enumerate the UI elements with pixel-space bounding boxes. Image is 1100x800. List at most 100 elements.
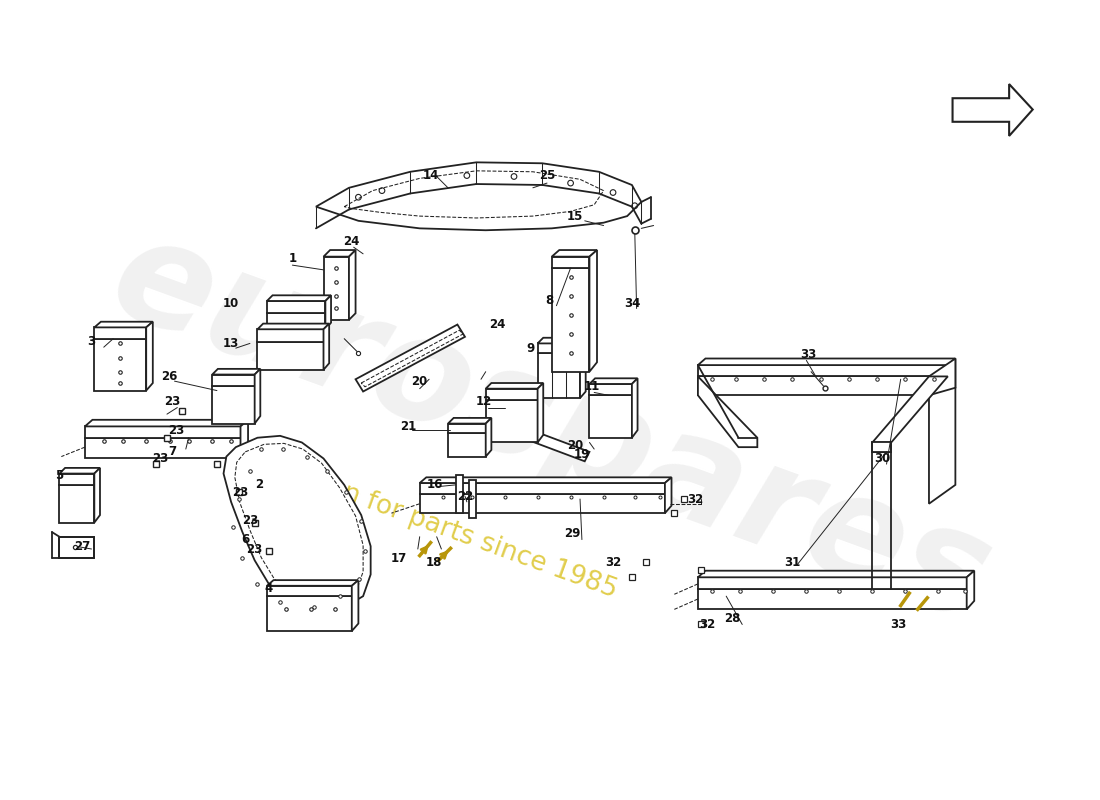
Polygon shape bbox=[257, 342, 323, 370]
Text: 34: 34 bbox=[624, 298, 640, 310]
Polygon shape bbox=[448, 423, 486, 433]
Text: 23: 23 bbox=[246, 542, 263, 555]
Polygon shape bbox=[352, 580, 359, 631]
Text: 32: 32 bbox=[688, 493, 703, 506]
Polygon shape bbox=[267, 301, 326, 314]
Text: 20: 20 bbox=[568, 438, 583, 452]
Polygon shape bbox=[355, 325, 465, 391]
Polygon shape bbox=[59, 474, 95, 485]
Polygon shape bbox=[267, 580, 359, 586]
Polygon shape bbox=[420, 483, 664, 494]
Text: 28: 28 bbox=[725, 612, 741, 626]
Polygon shape bbox=[580, 338, 585, 398]
Polygon shape bbox=[538, 343, 580, 353]
Polygon shape bbox=[697, 570, 975, 578]
Text: 4: 4 bbox=[265, 582, 273, 595]
Text: 8: 8 bbox=[546, 294, 554, 307]
Text: 32: 32 bbox=[605, 556, 621, 569]
Polygon shape bbox=[967, 570, 975, 610]
Polygon shape bbox=[455, 475, 463, 513]
Polygon shape bbox=[486, 383, 543, 389]
Text: 32: 32 bbox=[700, 618, 715, 631]
Polygon shape bbox=[85, 426, 241, 438]
Polygon shape bbox=[267, 596, 352, 631]
Polygon shape bbox=[697, 377, 757, 447]
Polygon shape bbox=[631, 378, 638, 438]
Text: 26: 26 bbox=[162, 370, 178, 383]
Polygon shape bbox=[590, 384, 631, 395]
Polygon shape bbox=[323, 257, 349, 320]
Text: 17: 17 bbox=[390, 552, 407, 565]
Text: 23: 23 bbox=[242, 514, 258, 527]
Polygon shape bbox=[872, 442, 891, 452]
Polygon shape bbox=[948, 358, 956, 395]
Text: 12: 12 bbox=[475, 395, 492, 408]
Polygon shape bbox=[59, 468, 100, 474]
Polygon shape bbox=[590, 395, 631, 438]
Polygon shape bbox=[697, 377, 948, 395]
Text: 14: 14 bbox=[422, 169, 439, 182]
Polygon shape bbox=[590, 250, 597, 372]
Polygon shape bbox=[85, 438, 241, 458]
Text: 9: 9 bbox=[527, 342, 535, 354]
Text: 19: 19 bbox=[574, 448, 590, 461]
Polygon shape bbox=[326, 295, 331, 330]
Polygon shape bbox=[257, 324, 329, 330]
Polygon shape bbox=[316, 162, 641, 230]
Polygon shape bbox=[930, 358, 956, 504]
Polygon shape bbox=[95, 338, 146, 390]
Polygon shape bbox=[538, 338, 585, 343]
Polygon shape bbox=[59, 537, 95, 558]
Text: 15: 15 bbox=[568, 210, 583, 222]
Polygon shape bbox=[95, 327, 146, 338]
Text: 1: 1 bbox=[288, 252, 296, 265]
Text: 7: 7 bbox=[168, 446, 177, 458]
Polygon shape bbox=[590, 378, 638, 384]
Polygon shape bbox=[255, 369, 261, 423]
Polygon shape bbox=[664, 478, 671, 513]
Text: 27: 27 bbox=[74, 540, 90, 553]
Polygon shape bbox=[323, 250, 355, 257]
Polygon shape bbox=[267, 295, 331, 301]
Text: 16: 16 bbox=[427, 478, 443, 491]
Polygon shape bbox=[420, 478, 671, 483]
Text: 23: 23 bbox=[232, 486, 249, 499]
Polygon shape bbox=[552, 268, 590, 372]
Text: 23: 23 bbox=[168, 424, 185, 437]
Polygon shape bbox=[469, 480, 476, 518]
Polygon shape bbox=[509, 423, 590, 462]
Polygon shape bbox=[59, 485, 95, 522]
Text: 22: 22 bbox=[456, 490, 473, 502]
Polygon shape bbox=[448, 433, 486, 457]
Text: 23: 23 bbox=[165, 395, 180, 408]
Polygon shape bbox=[486, 400, 538, 442]
Polygon shape bbox=[872, 377, 948, 442]
Text: 11: 11 bbox=[583, 380, 600, 394]
Polygon shape bbox=[697, 365, 948, 377]
Text: 25: 25 bbox=[539, 169, 556, 182]
Polygon shape bbox=[212, 369, 261, 374]
Polygon shape bbox=[552, 250, 597, 257]
Polygon shape bbox=[697, 358, 956, 365]
Polygon shape bbox=[552, 257, 590, 268]
Polygon shape bbox=[267, 586, 352, 596]
Polygon shape bbox=[420, 494, 664, 513]
Text: 13: 13 bbox=[223, 337, 239, 350]
Text: eurospares: eurospares bbox=[95, 204, 1010, 652]
Text: a passion for parts since 1985: a passion for parts since 1985 bbox=[238, 442, 622, 603]
Polygon shape bbox=[85, 420, 249, 426]
Polygon shape bbox=[697, 589, 967, 610]
Text: 31: 31 bbox=[784, 556, 801, 569]
Text: 5: 5 bbox=[55, 469, 64, 482]
Polygon shape bbox=[697, 578, 967, 589]
Text: 18: 18 bbox=[426, 556, 442, 569]
Polygon shape bbox=[223, 436, 371, 607]
Polygon shape bbox=[95, 322, 153, 327]
Polygon shape bbox=[486, 418, 492, 457]
Text: 6: 6 bbox=[241, 533, 250, 546]
Text: 20: 20 bbox=[411, 374, 428, 388]
Polygon shape bbox=[267, 314, 326, 330]
Polygon shape bbox=[212, 374, 255, 386]
Text: 33: 33 bbox=[800, 348, 816, 362]
Text: 2: 2 bbox=[255, 478, 263, 491]
